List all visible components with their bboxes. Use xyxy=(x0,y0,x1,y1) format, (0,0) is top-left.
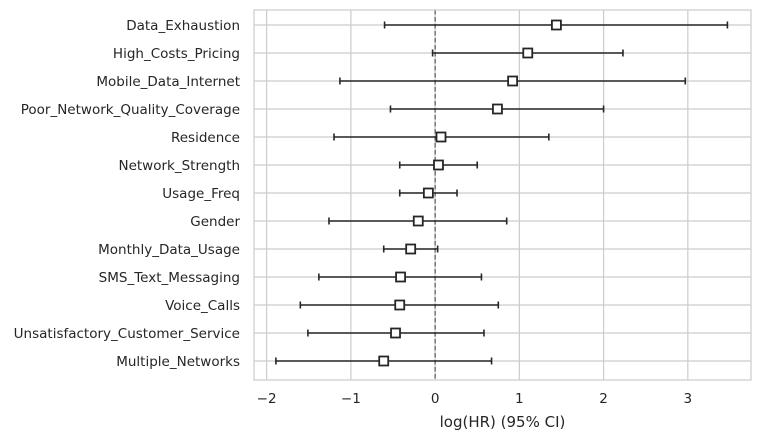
point-estimate-marker xyxy=(394,299,406,311)
plot-area-background xyxy=(254,10,751,380)
y-tick-label: Residence xyxy=(171,130,240,146)
x-axis-title: log(HR) (95% CI) xyxy=(440,413,566,431)
y-tick-label: Gender xyxy=(190,214,240,230)
y-tick-label: SMS_Text_Messaging xyxy=(99,270,240,286)
point-estimate-marker xyxy=(551,19,562,31)
point-estimate-marker xyxy=(492,103,503,115)
point-estimate-marker xyxy=(405,243,417,255)
point-estimate-marker xyxy=(395,271,406,283)
point-estimate-marker xyxy=(435,131,447,143)
point-estimate-marker xyxy=(412,215,424,227)
y-tick-label: Voice_Calls xyxy=(165,298,240,314)
y-tick-label: Data_Exhaustion xyxy=(126,18,240,34)
y-tick-label: Multiple_Networks xyxy=(116,354,240,370)
x-tick-label: 0 xyxy=(431,391,440,407)
point-estimate-marker xyxy=(433,159,444,171)
y-tick-label: Usage_Freq xyxy=(162,186,240,202)
plot-area-frame xyxy=(253,9,752,381)
y-tick-label: Poor_Network_Quality_Coverage xyxy=(21,102,240,118)
x-tick-label: 3 xyxy=(684,391,693,407)
y-tick-label: Monthly_Data_Usage xyxy=(98,242,240,258)
point-estimate-marker xyxy=(378,355,390,367)
y-tick-label: Mobile_Data_Internet xyxy=(96,74,240,90)
x-tick-label: 2 xyxy=(599,391,608,407)
point-estimate-marker xyxy=(422,187,434,199)
x-tick-labels: −2 −1 0 1 2 3 xyxy=(257,391,692,407)
point-estimate-marker xyxy=(507,75,519,87)
y-tick-label: Unsatisfactory_Customer_Service xyxy=(14,326,240,342)
x-tick-label: −2 xyxy=(257,391,277,407)
point-estimate-marker xyxy=(390,327,401,339)
y-tick-label: High_Costs_Pricing xyxy=(113,46,240,62)
y-tick-labels: Data_Exhaustion High_Costs_Pricing Mobile_… xyxy=(14,18,241,370)
point-estimate-marker xyxy=(522,47,534,59)
y-tick-label: Network_Strength xyxy=(118,158,240,174)
x-tick-label: 1 xyxy=(515,391,524,407)
point-estimates xyxy=(378,19,562,367)
x-tick-label: −1 xyxy=(341,391,361,407)
